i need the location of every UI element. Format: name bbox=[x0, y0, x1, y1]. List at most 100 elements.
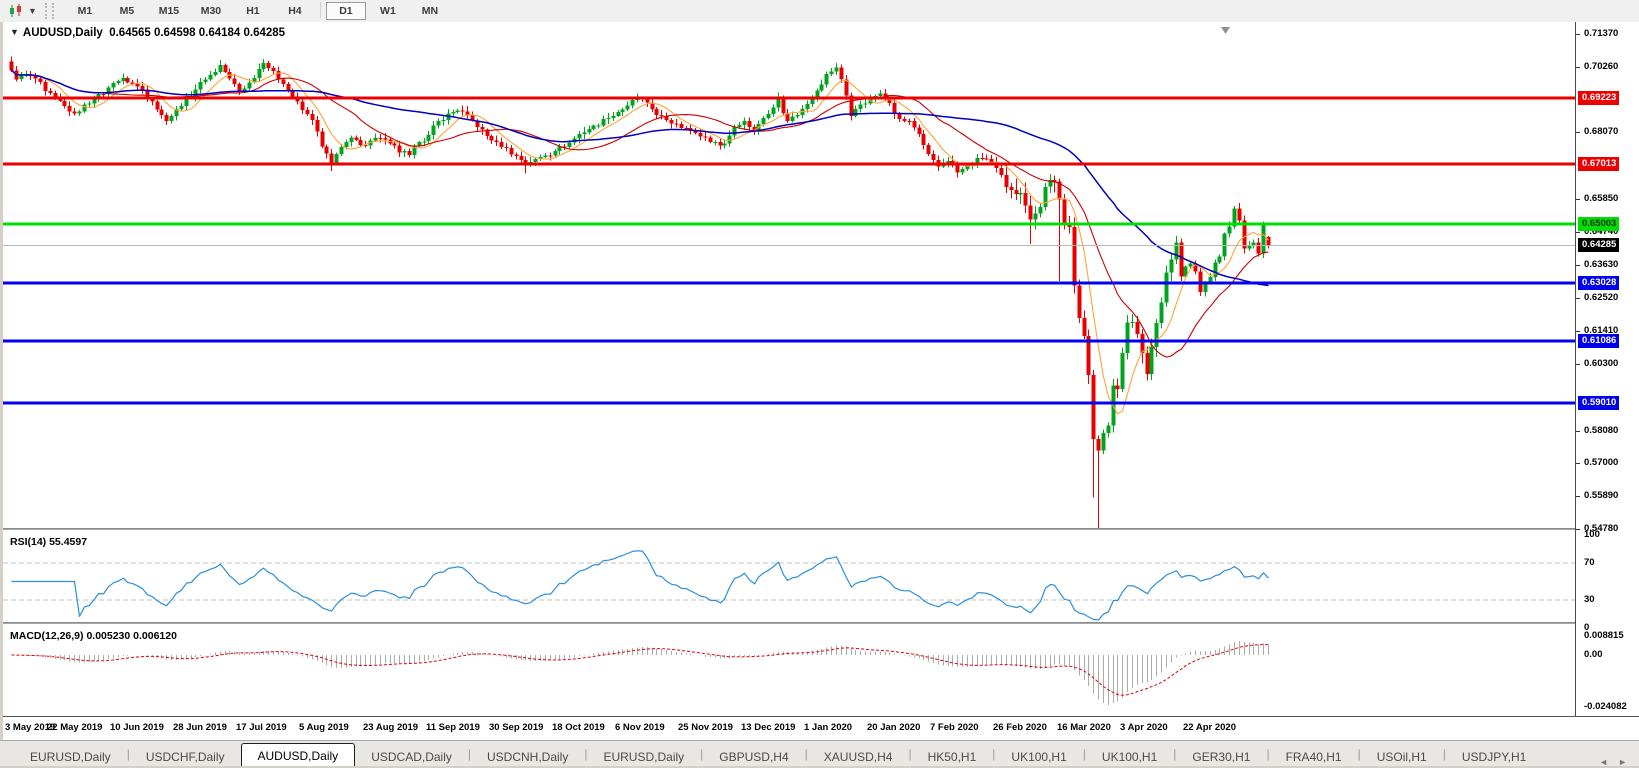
rsi-tick-label: 30 bbox=[1584, 594, 1595, 605]
timeframe-button-H1[interactable]: H1 bbox=[246, 5, 260, 17]
candle-up bbox=[92, 98, 97, 104]
candle-down bbox=[159, 109, 164, 116]
tab-separator: | bbox=[584, 747, 588, 761]
price-level-badge: 0.69223 bbox=[1578, 91, 1620, 105]
main-chart-plot[interactable] bbox=[3, 24, 1575, 528]
candle-down bbox=[1077, 285, 1082, 319]
symbol-dropdown-icon[interactable]: ▼ bbox=[10, 27, 19, 37]
candle-down bbox=[33, 74, 38, 79]
candle-down bbox=[650, 102, 655, 109]
candle-down bbox=[237, 84, 242, 92]
candle-down bbox=[1266, 237, 1271, 246]
candle-down bbox=[1115, 385, 1120, 389]
tab-item-USDCNH-Daily[interactable]: USDCNH,Daily bbox=[487, 749, 569, 764]
chart-window: ▼ AUDUSD,Daily 0.64565 0.64598 0.64184 0.… bbox=[0, 22, 1639, 741]
candle-down bbox=[669, 120, 674, 124]
candle-down bbox=[125, 77, 130, 83]
tab-item-EURUSD-Daily[interactable]: EURUSD,Daily bbox=[603, 749, 685, 764]
candle-down bbox=[844, 79, 849, 96]
timeframe-button-M1[interactable]: M1 bbox=[77, 5, 93, 17]
candle-up bbox=[878, 93, 883, 97]
candle-down bbox=[1091, 374, 1096, 440]
price-tick-label: 0.62520 bbox=[1584, 292, 1619, 303]
timeframe-button-MN[interactable]: MN bbox=[421, 5, 439, 17]
candle-down bbox=[1004, 174, 1009, 187]
timeframe-button-D1[interactable]: D1 bbox=[325, 2, 366, 20]
candle-up bbox=[121, 77, 126, 82]
macd-signal-line bbox=[11, 644, 1269, 696]
tab-separator: | bbox=[908, 747, 912, 761]
date-label: 22 May 2019 bbox=[47, 722, 103, 733]
candle-up bbox=[620, 109, 625, 113]
candle-down bbox=[101, 93, 106, 95]
candle-down bbox=[1242, 220, 1247, 249]
candle-down bbox=[43, 81, 48, 92]
tab-item-AUDUSD-Daily[interactable]: AUDUSD,Daily bbox=[240, 743, 356, 767]
timeframe-buttons: M1 M5 M15 M30 H1 H4 D1 W1 MN bbox=[64, 2, 451, 20]
candle-up bbox=[533, 159, 538, 162]
time-axis[interactable]: 3 May 2019 22 May 2019 10 Jun 2019 28 Jun 2… bbox=[3, 716, 1639, 741]
candle-up bbox=[557, 146, 562, 151]
candle-up bbox=[203, 79, 208, 83]
candle-up bbox=[815, 90, 820, 100]
price-level-badge: 0.65003 bbox=[1578, 217, 1620, 231]
tab-item-GBPUSD-H4[interactable]: GBPUSD,H4 bbox=[719, 749, 789, 764]
rsi-label: RSI(14) 55.4597 bbox=[10, 536, 88, 548]
candle-up bbox=[417, 142, 422, 146]
candle-down bbox=[1028, 205, 1033, 220]
candle-up bbox=[863, 103, 868, 105]
panel-divider-macd[interactable] bbox=[3, 622, 1639, 624]
candle-down bbox=[1237, 208, 1242, 221]
tab-item-HK50-H1[interactable]: HK50,H1 bbox=[927, 749, 977, 764]
tab-item-FRA40-H1[interactable]: FRA40,H1 bbox=[1285, 749, 1342, 764]
candle-down bbox=[664, 115, 669, 121]
timeframe-button-M15[interactable]: M15 bbox=[158, 5, 180, 17]
candle-down bbox=[839, 67, 844, 80]
candle-up bbox=[441, 120, 446, 122]
tab-item-UK100-H1[interactable]: UK100,H1 bbox=[1101, 749, 1158, 764]
tab-scroll-right-icon[interactable]: ► bbox=[1618, 757, 1627, 767]
chart-type-icon[interactable] bbox=[6, 3, 26, 19]
candle-up bbox=[169, 115, 174, 121]
tab-item-XAUUSD-H4[interactable]: XAUUSD,H4 bbox=[823, 749, 893, 764]
candle-up bbox=[946, 160, 951, 164]
chart-type-dropdown-caret-icon[interactable]: ▼ bbox=[28, 6, 37, 16]
rsi-indicator-plot[interactable] bbox=[3, 530, 1575, 622]
candle-up bbox=[722, 143, 727, 146]
candle-down bbox=[324, 146, 329, 154]
tab-item-UK100-H1[interactable]: UK100,H1 bbox=[1011, 749, 1067, 764]
tab-item-EURUSD-Daily[interactable]: EURUSD,Daily bbox=[30, 749, 111, 764]
macd-indicator-plot[interactable] bbox=[3, 624, 1575, 716]
tab-item-GER30-H1[interactable]: GER30,H1 bbox=[1192, 749, 1251, 764]
candle-up bbox=[1164, 272, 1169, 303]
timeframe-button-H4[interactable]: H4 bbox=[288, 5, 302, 17]
date-label: 7 Feb 2020 bbox=[930, 722, 979, 733]
candle-up bbox=[193, 89, 198, 97]
tab-item-USDJPY-H1[interactable]: USDJPY,H1 bbox=[1461, 749, 1527, 764]
timeframe-button-W1[interactable]: W1 bbox=[380, 5, 396, 17]
price-axis[interactable]: 0.71370 0.70260 0.68070 0.65850 0.64740 0.636… bbox=[1575, 22, 1639, 716]
candle-down bbox=[926, 145, 931, 154]
tab-item-USDCHF-Daily[interactable]: USDCHF,Daily bbox=[145, 749, 225, 764]
candle-up bbox=[252, 78, 257, 83]
tab-item-USOil-H1[interactable]: USOil,H1 bbox=[1376, 749, 1427, 764]
timeframe-button-M5[interactable]: M5 bbox=[119, 5, 135, 17]
tab-item-USDCAD-Daily[interactable]: USDCAD,Daily bbox=[371, 749, 452, 764]
candle-down bbox=[383, 138, 388, 140]
rsi-tick-label: 100 bbox=[1584, 529, 1600, 540]
date-label: 3 May 2019 bbox=[5, 722, 56, 733]
candle-down bbox=[912, 121, 917, 128]
date-label: 25 Nov 2019 bbox=[678, 722, 733, 733]
candle-up bbox=[96, 93, 101, 99]
candle-down bbox=[887, 98, 892, 104]
toolbar-drag-grip[interactable] bbox=[44, 3, 54, 19]
timeframe-button-M30[interactable]: M30 bbox=[200, 5, 222, 17]
candle-up bbox=[218, 65, 223, 72]
candle-down bbox=[130, 82, 135, 84]
candle-down bbox=[358, 139, 363, 145]
tab-scroll-left-icon[interactable]: ◄ bbox=[1599, 757, 1609, 767]
candle-down bbox=[1193, 263, 1198, 272]
candle-up bbox=[1033, 213, 1038, 220]
panel-divider-rsi[interactable] bbox=[3, 528, 1639, 530]
